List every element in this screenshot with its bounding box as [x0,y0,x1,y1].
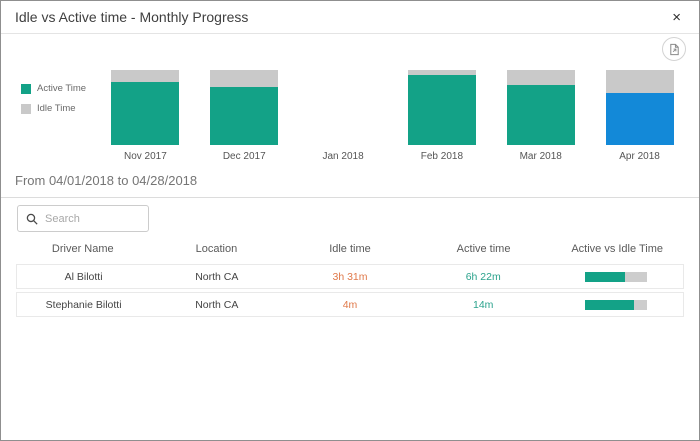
idle-time-cell: 4m [342,298,358,311]
legend-label: Idle Time [37,103,76,114]
chart-category-label: Mar 2018 [519,151,562,162]
legend-label: Active Time [37,83,87,94]
bar-segment-active[interactable] [605,93,674,145]
chart-legend: Active Time Idle Time [1,63,96,163]
chart-category-label: Jan 2018 [322,151,364,162]
date-range-bar: From 04/01/2018 to 04/28/2018 [1,173,699,198]
column-header-active-vs-idle: Active vs Idle Time [571,243,664,255]
chart-bar[interactable] [506,70,575,145]
idle-time-swatch [21,103,31,114]
location-cell: North CA [195,270,239,283]
bar-segment-active[interactable] [407,74,476,145]
bar-segment-idle[interactable] [506,70,575,85]
chart-category-label: Nov 2017 [124,151,167,162]
legend-item-idle[interactable]: Idle Time [21,103,96,114]
active-time-cell: 6h 22m [465,270,501,283]
location-cell: North CA [195,298,239,311]
bar-segment-active[interactable] [506,85,575,145]
search-box[interactable] [17,205,149,232]
bar-segment-idle[interactable] [111,70,180,82]
chart-category-label: Feb 2018 [420,151,464,162]
chart-bar[interactable] [605,70,674,145]
column-header-active-time: Active time [456,243,511,255]
idle-time-cell: 3h 31m [332,270,368,283]
bar-segment-active[interactable] [210,86,279,145]
table-row[interactable]: Al Bilotti North CA 3h 31m 6h 22m [16,264,684,289]
active-vs-idle-bar [585,271,648,282]
chart-bar-column[interactable]: Mar 2018 [491,63,590,163]
active-time-swatch [21,83,31,94]
chart-bars: Nov 2017 Dec 2017 Jan 2018 Feb 2018 Mar 2018… [96,63,699,163]
monthly-chart: Active Time Idle Time Nov 2017 Dec 2017 Ja… [1,63,699,163]
chart-bar[interactable] [210,70,279,145]
bar-segment-idle[interactable] [210,70,279,87]
close-icon: × [672,8,681,26]
active-vs-idle-bar [585,299,648,310]
chart-bar[interactable] [111,70,180,145]
close-button[interactable]: × [668,8,685,27]
active-time-cell: 14m [472,298,494,311]
column-header-idle-time: Idle time [329,243,371,255]
search-icon [26,213,38,225]
export-button[interactable] [662,37,686,61]
active-vs-idle-cell [550,299,683,310]
chart-bar-column[interactable]: Feb 2018 [392,63,491,163]
dialog-title: Idle vs Active time - Monthly Progress [15,9,249,25]
active-vs-idle-cell [550,271,683,282]
legend-item-active[interactable]: Active Time [21,83,96,94]
progress-fill [585,299,634,310]
chart-category-label: Apr 2018 [619,151,660,162]
bar-segment-active[interactable] [111,82,180,145]
export-report-icon [668,43,681,56]
column-header-driver-name: Driver Name [51,243,114,255]
dialog-header: Idle vs Active time - Monthly Progress × [1,1,699,34]
column-header-location: Location [195,243,238,255]
chart-category-label: Dec 2017 [222,151,266,162]
bar-segment-idle[interactable] [407,70,476,75]
chart-bar-column[interactable]: Apr 2018 [590,63,689,163]
chart-bar[interactable] [407,70,476,145]
bar-segment-idle[interactable] [605,70,674,94]
driver-name-cell: Al Bilotti [64,270,103,283]
drivers-table: Driver Name Location Idle time Active ti… [16,237,684,317]
chart-bar-column[interactable]: Dec 2017 [195,63,294,163]
date-range-label: From 04/01/2018 to 04/28/2018 [15,173,198,188]
table-header-row: Driver Name Location Idle time Active ti… [16,237,684,261]
driver-name-cell: Stephanie Bilotti [45,298,122,311]
table-row[interactable]: Stephanie Bilotti North CA 4m 14m [16,292,684,317]
progress-fill [585,271,626,282]
chart-bar-column[interactable]: Nov 2017 [96,63,195,163]
search-input[interactable] [45,212,140,225]
chart-bar-column[interactable]: Jan 2018 [294,63,393,163]
